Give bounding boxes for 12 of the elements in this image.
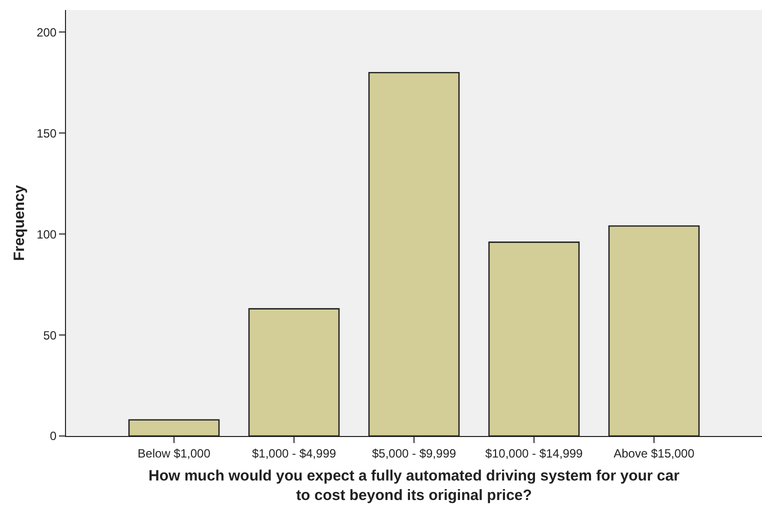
x-tick-label: Above $15,000 bbox=[614, 446, 695, 460]
y-tick-label: 50 bbox=[43, 328, 57, 342]
x-tick-label: $5,000 - $9,999 bbox=[372, 446, 456, 460]
y-tick-label: 0 bbox=[50, 429, 57, 444]
y-axis-title: Frequency bbox=[10, 184, 28, 261]
y-tick-label: 150 bbox=[36, 126, 57, 140]
x-tick-label: $1,000 - $4,999 bbox=[252, 446, 336, 460]
y-tick-label: 100 bbox=[36, 227, 57, 242]
y-tick-label: 200 bbox=[36, 25, 57, 40]
x-tick-label: Below $1,000 bbox=[138, 446, 211, 460]
x-tick-label: $10,000 - $14,999 bbox=[485, 446, 584, 460]
x-axis-title: How much would you expect a fully automated driving system for your car to cost beyond its original price? bbox=[148, 467, 680, 504]
